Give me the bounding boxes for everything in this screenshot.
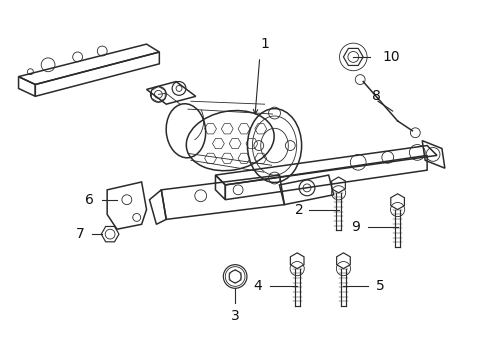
Text: 9: 9	[351, 220, 360, 234]
Text: 6: 6	[85, 193, 95, 207]
Text: 8: 8	[371, 89, 380, 103]
Text: 1: 1	[260, 37, 269, 51]
Text: 7: 7	[76, 227, 84, 241]
Text: 2: 2	[295, 203, 304, 216]
Text: 5: 5	[376, 279, 385, 293]
Text: 3: 3	[231, 309, 240, 323]
Text: 4: 4	[253, 279, 262, 293]
Text: 10: 10	[383, 50, 400, 64]
